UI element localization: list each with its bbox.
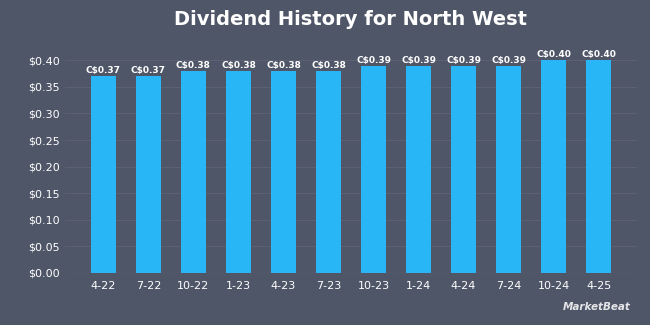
Bar xyxy=(181,71,206,273)
Bar xyxy=(316,71,341,273)
Text: C$0.37: C$0.37 xyxy=(131,66,166,75)
Bar xyxy=(541,60,566,273)
Text: C$0.38: C$0.38 xyxy=(311,61,346,70)
Text: C$0.39: C$0.39 xyxy=(356,56,391,65)
Bar xyxy=(451,66,476,273)
Text: C$0.40: C$0.40 xyxy=(581,50,616,59)
Bar xyxy=(406,66,431,273)
Text: C$0.40: C$0.40 xyxy=(536,50,571,59)
Bar xyxy=(586,60,611,273)
Text: C$0.38: C$0.38 xyxy=(266,61,301,70)
Text: C$0.38: C$0.38 xyxy=(221,61,256,70)
Bar xyxy=(226,71,251,273)
Bar xyxy=(496,66,521,273)
Bar xyxy=(271,71,296,273)
Bar xyxy=(361,66,386,273)
Text: C$0.37: C$0.37 xyxy=(86,66,121,75)
Text: C$0.38: C$0.38 xyxy=(176,61,211,70)
Title: Dividend History for North West: Dividend History for North West xyxy=(174,10,528,29)
Bar xyxy=(91,76,116,273)
Text: C$0.39: C$0.39 xyxy=(491,56,526,65)
Bar xyxy=(136,76,161,273)
Text: C$0.39: C$0.39 xyxy=(446,56,481,65)
Text: MarketBeat: MarketBeat xyxy=(563,302,630,312)
Text: C$0.39: C$0.39 xyxy=(401,56,436,65)
